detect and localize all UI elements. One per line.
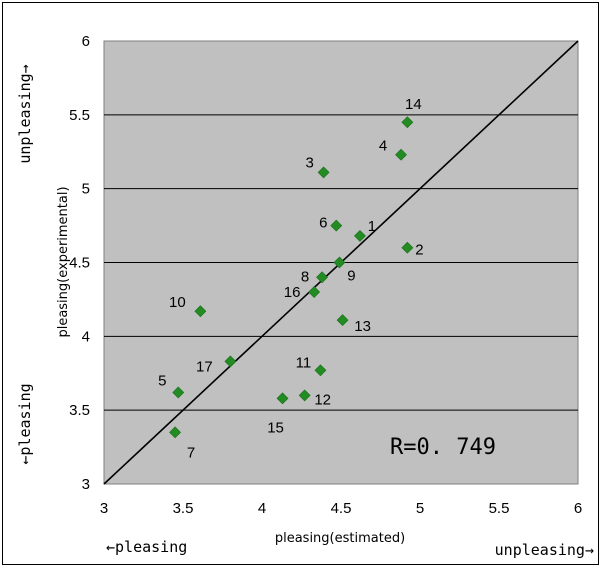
point-label: 5	[158, 372, 166, 389]
x-tick-label: 3	[100, 500, 108, 517]
y-tick-label: 6	[82, 33, 90, 50]
point-label: 2	[415, 242, 423, 259]
data-point	[172, 386, 185, 399]
point-label: 11	[296, 354, 312, 371]
data-point	[308, 286, 321, 298]
y-tick-label: 3	[82, 476, 90, 493]
data-point	[401, 116, 414, 129]
point-label: 16	[284, 284, 301, 301]
y-axis-bottom-corner-label: ←pleasing	[16, 383, 34, 464]
point-label: 4	[379, 138, 387, 155]
y-tick-label: 4.5	[69, 255, 90, 272]
y-tick-label: 5	[82, 181, 90, 198]
data-point	[316, 271, 328, 284]
y-tick-labels: 3 3.5 4 4.5 5 5.5 6	[69, 33, 90, 493]
x-tick-label: 3.5	[173, 500, 194, 517]
point-label: 10	[169, 294, 186, 311]
point-label: 1	[368, 218, 376, 235]
y-tick-label: 5.5	[69, 107, 90, 124]
y-axis-label: pleasing(experimental)	[56, 186, 71, 337]
data-point	[354, 229, 366, 242]
point-label: 12	[314, 391, 331, 408]
x-axis-label: pleasing(estimated)	[275, 531, 405, 546]
data-point	[333, 256, 346, 269]
data-point	[169, 426, 182, 439]
data-point	[224, 355, 237, 368]
x-axis-right-corner-label: unpleasing→	[495, 541, 594, 559]
point-label: 15	[267, 419, 284, 436]
data-points	[169, 116, 414, 439]
x-tick-label: 5	[416, 500, 424, 517]
x-tick-label: 5.5	[489, 500, 510, 517]
y-axis-top-corner-label: unpleasing→	[16, 64, 34, 163]
point-label: 17	[196, 358, 213, 375]
data-point	[330, 219, 343, 232]
x-tick-label: 6	[574, 500, 582, 517]
correlation-annotation: R=0. 749	[390, 435, 496, 460]
point-label: 3	[305, 154, 313, 171]
x-tick-label: 4	[258, 500, 266, 517]
data-point	[298, 389, 311, 402]
x-axis-left-corner-label: ←pleasing	[106, 538, 187, 556]
data-point	[395, 148, 407, 161]
point-label: 8	[301, 268, 309, 285]
x-tick-labels: 3 3.5 4 4.5 5 5.5 6	[100, 500, 582, 517]
data-point	[314, 364, 327, 377]
y-tick-label: 3.5	[69, 402, 90, 419]
data-point	[401, 241, 414, 254]
point-label: 9	[347, 268, 355, 285]
point-label: 14	[405, 96, 422, 113]
data-point	[336, 314, 349, 327]
point-label: 7	[187, 444, 195, 461]
point-label: 13	[354, 318, 371, 335]
data-point	[317, 166, 330, 179]
y-tick-label: 4	[82, 328, 90, 345]
data-point	[194, 305, 207, 318]
data-point	[276, 392, 289, 405]
x-tick-label: 4.5	[331, 500, 352, 517]
point-label: 6	[319, 215, 327, 232]
